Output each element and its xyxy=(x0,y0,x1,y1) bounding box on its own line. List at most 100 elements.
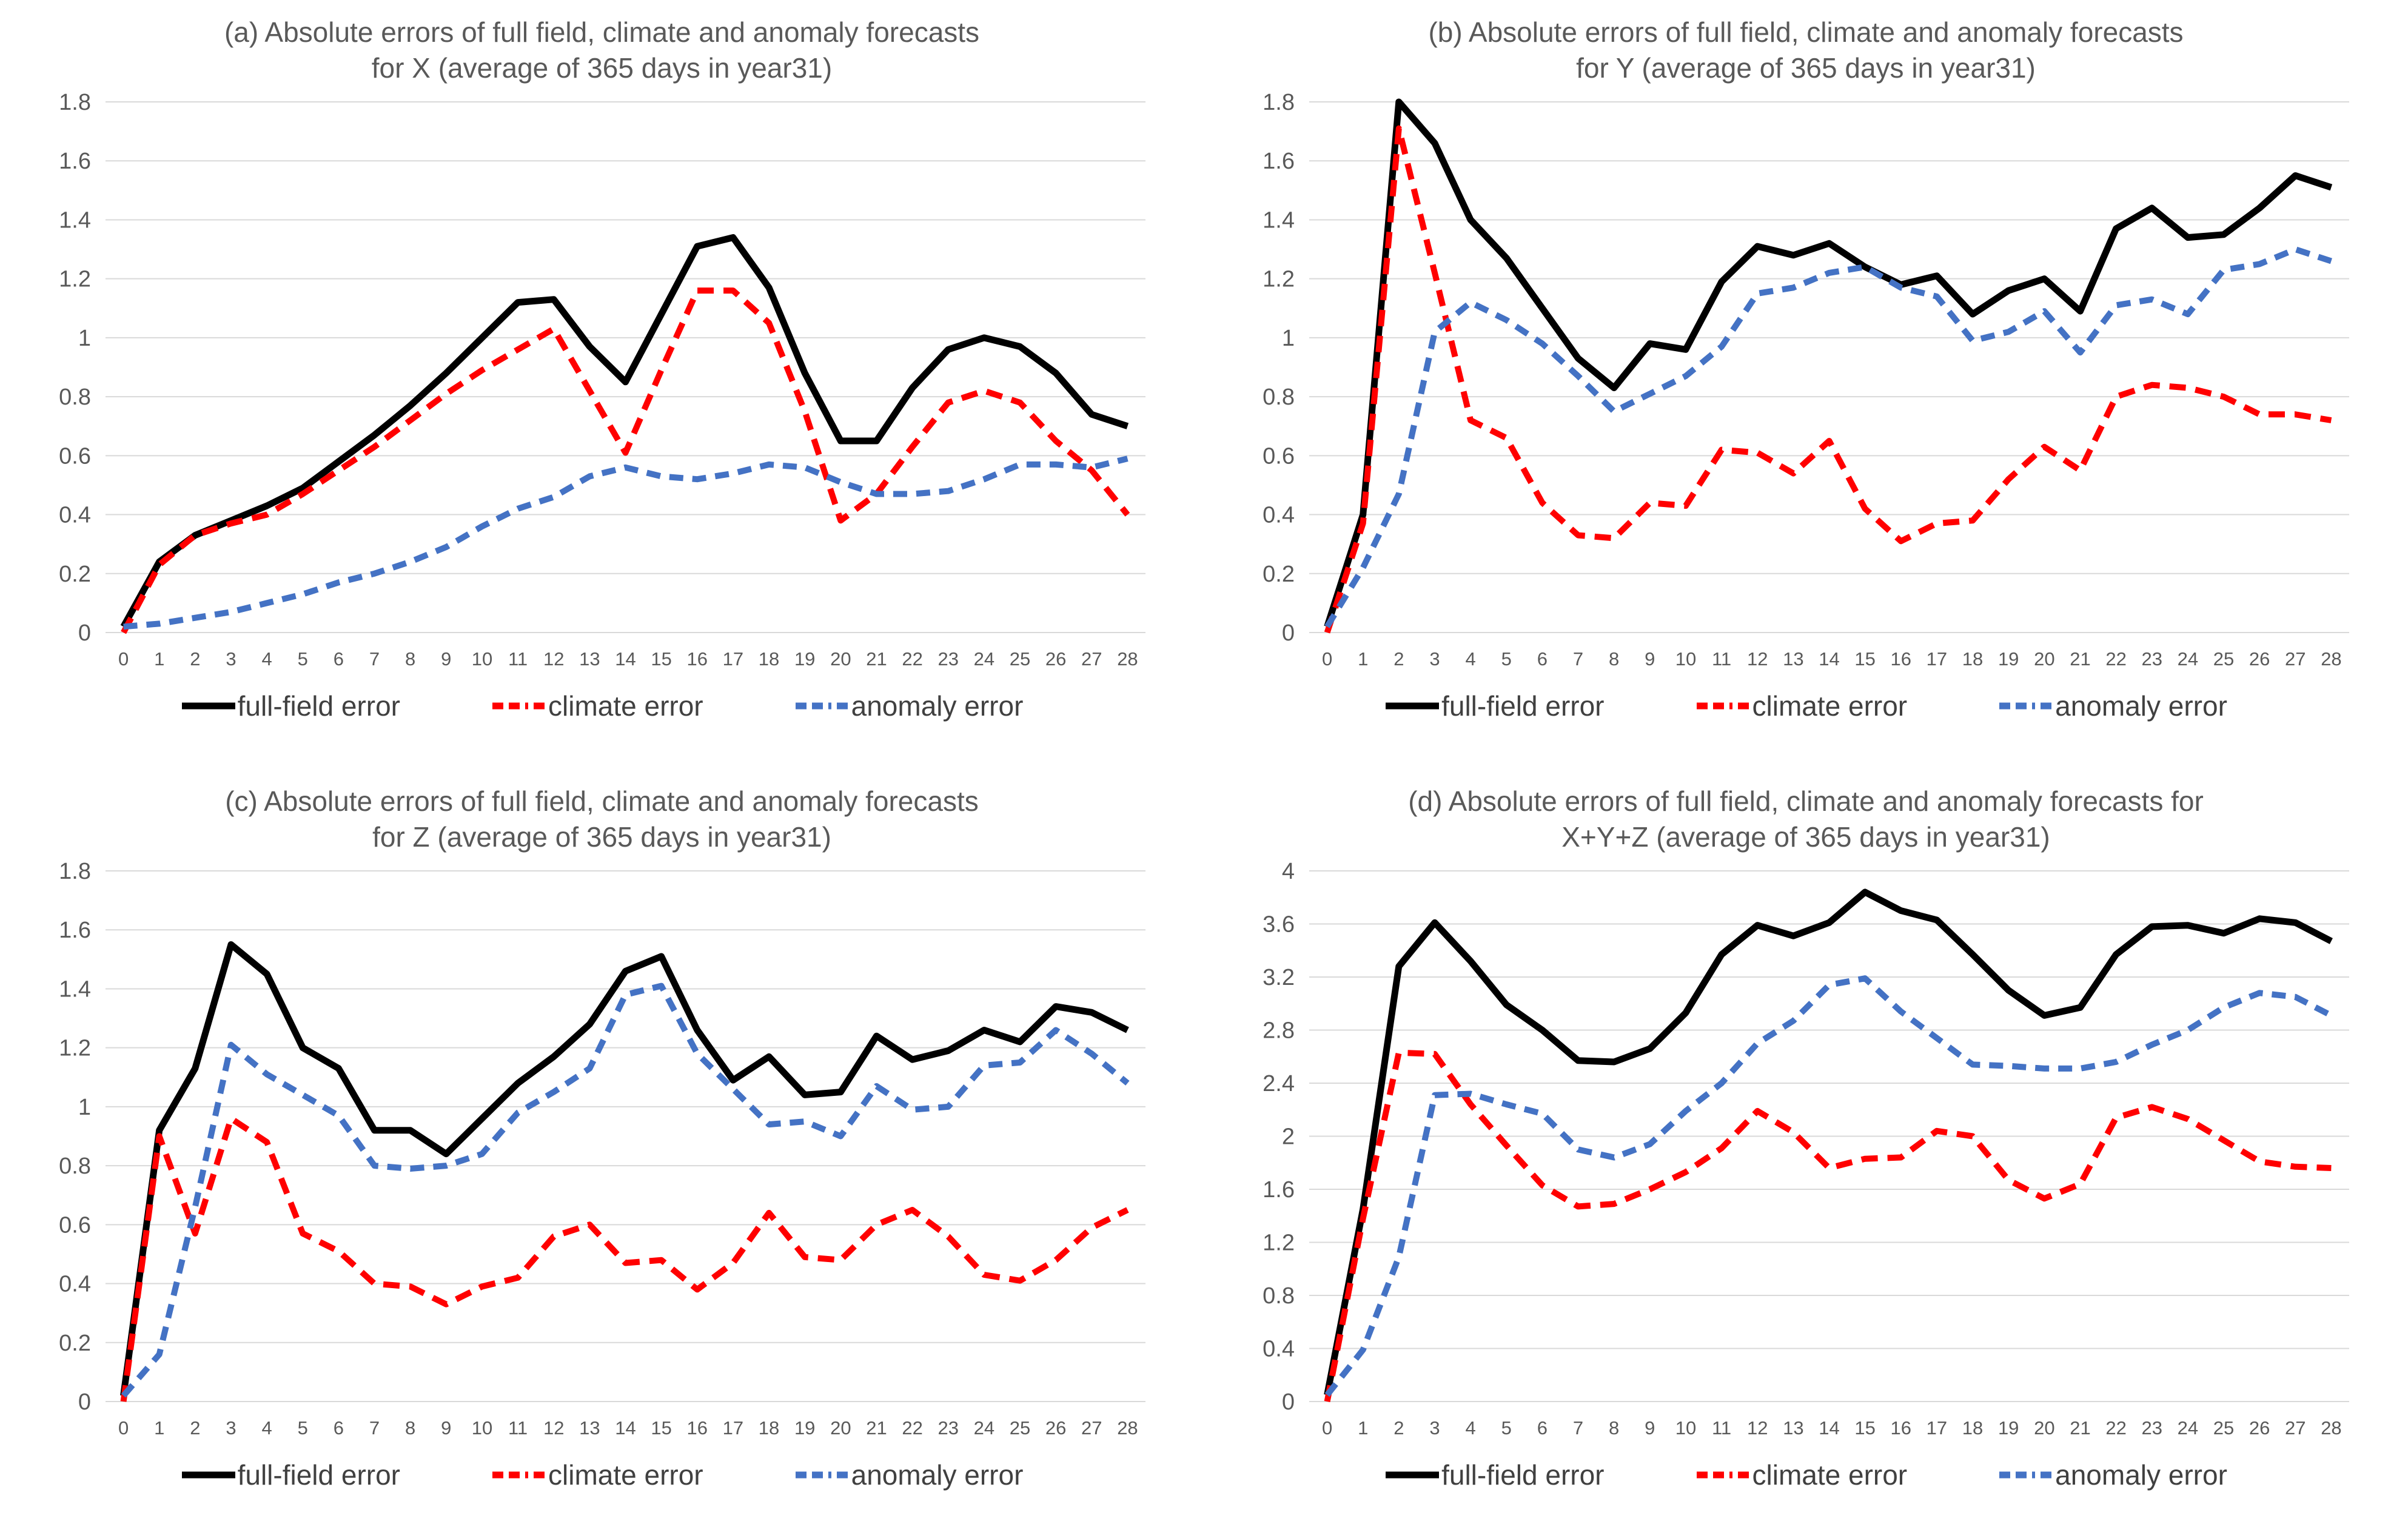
y-tick-label: 1.4 xyxy=(1263,207,1295,233)
y-tick-label: 4 xyxy=(1282,860,1295,884)
series-climate-line-d xyxy=(1324,1049,2332,1402)
chart-title-d-line1: (d) Absolute errors of full field, clima… xyxy=(1408,785,2204,817)
x-tick-label: 18 xyxy=(1962,648,1983,670)
x-tick-label: 8 xyxy=(405,1417,415,1439)
panel-b: (b) Absolute errors of full field, clima… xyxy=(1204,0,2408,769)
legend-item-anomaly: anomaly error xyxy=(1998,690,2227,722)
y-tick-label: 0.8 xyxy=(59,1154,91,1179)
series-climate-line-a xyxy=(121,287,1130,634)
x-tick-label: 23 xyxy=(937,648,958,670)
chart-area-d: 0 0.4 0.8 1.2 1.6 2 2.4 2.8 3.2 3.6 4 0 1 2 3 4 5 6 7 8 9 10 1… xyxy=(1224,860,2408,1457)
y-tick-label: 1.8 xyxy=(1263,91,1295,115)
x-tick-label: 0 xyxy=(118,648,129,670)
x-tick-label: 5 xyxy=(1501,648,1512,670)
y-tick-label: 1.8 xyxy=(59,91,91,115)
legend-item-climate: climate error xyxy=(1695,1459,1908,1491)
series-full_field-line-d xyxy=(1324,888,2333,1396)
y-tick-label: 0.2 xyxy=(1263,562,1295,587)
x-tick-label: 2 xyxy=(1393,1417,1404,1439)
x-tick-label: 25 xyxy=(2213,648,2234,670)
x-tick-label: 19 xyxy=(794,1417,815,1439)
x-tick-label: 11 xyxy=(508,1417,528,1439)
legend-item-anomaly: anomaly error xyxy=(794,1459,1023,1491)
y-tick-label: 1.4 xyxy=(59,976,91,1002)
x-tick-label: 21 xyxy=(2070,1417,2090,1439)
panel-c: (c) Absolute errors of full field, clima… xyxy=(0,769,1204,1538)
x-tick-label: 26 xyxy=(1045,648,1066,670)
legend-item-anomaly: anomaly error xyxy=(1998,1459,2227,1491)
y-tick-label: 3.2 xyxy=(1263,965,1295,990)
x-tick-label: 5 xyxy=(298,648,308,670)
x-tick-label: 26 xyxy=(1045,1417,1066,1439)
y-tick-label: 0.6 xyxy=(59,443,91,469)
y-tick-label: 0.4 xyxy=(59,503,91,528)
legend-label-full_field: full-field error xyxy=(237,1459,401,1491)
series-anomaly-line-a xyxy=(123,455,1129,630)
x-tick-label: 15 xyxy=(651,648,671,670)
chart-title-a-line2: for X (average of 365 days in year31) xyxy=(371,52,833,84)
chart-title-d-line2: X+Y+Z (average of 365 days in year31) xyxy=(1561,821,2050,853)
x-tick-label: 1 xyxy=(1358,648,1368,670)
y-tick-label: 0.4 xyxy=(1263,1337,1295,1362)
x-tick-label: 8 xyxy=(1609,1417,1619,1439)
x-tick-label: 18 xyxy=(759,1417,779,1439)
legend-label-anomaly: anomaly error xyxy=(851,690,1024,722)
x-tick-label: 18 xyxy=(1962,1417,1983,1439)
x-tick-label: 22 xyxy=(2105,1417,2126,1439)
x-tick-label: 27 xyxy=(1081,648,1102,670)
x-tick-label: 17 xyxy=(723,648,743,670)
x-tick-label: 9 xyxy=(1645,648,1655,670)
y-tick-label: 2.8 xyxy=(1263,1018,1295,1044)
chart-area-c: 0 0.2 0.4 0.6 0.8 1 1.2 1.4 1.6 1.8 0 1 2 3 4 5 6 7 8 9 10 11… xyxy=(21,860,1204,1457)
x-tick-label: 13 xyxy=(1783,1417,1803,1439)
x-tick-label: 14 xyxy=(1819,648,1839,670)
y-tick-label: 0 xyxy=(1282,620,1295,646)
legend-label-anomaly: anomaly error xyxy=(2055,1459,2227,1491)
x-tick-label: 25 xyxy=(1010,648,1030,670)
climate-line-swatch-icon xyxy=(492,702,546,710)
x-tick-label: 6 xyxy=(334,648,344,670)
x-tick-label: 23 xyxy=(937,1417,958,1439)
chart-c: 00.20.40.60.811.21.41.61.80 1 2 3 4 5 6 7 8 9 10 11… xyxy=(59,860,1145,1439)
x-tick-label: 24 xyxy=(2178,1417,2198,1439)
x-tick-label: 14 xyxy=(615,648,636,670)
y-tick-label: 2 xyxy=(1282,1124,1295,1150)
legend-a: full-field error climate error anomaly err… xyxy=(0,690,1204,722)
y-tick-label: 1.2 xyxy=(1263,267,1295,292)
legend-item-climate: climate error xyxy=(491,690,703,722)
x-tick-label: 20 xyxy=(830,1417,851,1439)
x-tick-label: 22 xyxy=(902,1417,922,1439)
chart-title-a-line1: (a) Absolute errors of full field, clima… xyxy=(224,16,980,48)
legend-label-climate: climate error xyxy=(548,690,703,722)
x-tick-label: 25 xyxy=(1010,1417,1030,1439)
x-tick-label: 17 xyxy=(1927,648,1947,670)
y-tick-label: 0.8 xyxy=(1263,384,1295,410)
full-field-line-swatch-icon xyxy=(1386,702,1440,710)
series-full_field-line-b xyxy=(1324,98,2333,628)
y-tick-label: 0 xyxy=(78,620,91,646)
series-full_field-line-c xyxy=(120,941,1129,1397)
legend-label-climate: climate error xyxy=(1752,1459,1908,1491)
x-tick-label: 24 xyxy=(2178,648,2198,670)
legend-item-full_field: full-field error xyxy=(181,1459,400,1491)
y-tick-label: 1.2 xyxy=(59,267,91,292)
x-tick-label: 6 xyxy=(1537,1417,1548,1439)
x-tick-label: 26 xyxy=(2249,648,2270,670)
x-tick-label: 28 xyxy=(1117,648,1138,670)
x-tick-label: 4 xyxy=(261,1417,272,1439)
x-tick-label: 20 xyxy=(830,648,851,670)
series-anomaly-line-c xyxy=(121,982,1130,1398)
chart-title-c: (c) Absolute errors of full field, clima… xyxy=(36,784,1167,856)
x-tick-label: 7 xyxy=(1573,1417,1583,1439)
x-tick-label: 2 xyxy=(190,648,200,670)
x-tick-label: 21 xyxy=(866,648,887,670)
y-tick-label: 1.6 xyxy=(59,918,91,943)
anomaly-line-swatch-icon xyxy=(1999,702,2053,710)
x-tick-label: 11 xyxy=(1712,1417,1731,1439)
y-tick-label: 0.6 xyxy=(59,1212,91,1238)
y-tick-label: 0.8 xyxy=(59,384,91,410)
y-tick-label: 1.2 xyxy=(59,1036,91,1061)
chart-title-b: (b) Absolute errors of full field, clima… xyxy=(1240,15,2372,87)
y-tick-label: 2.4 xyxy=(1263,1071,1295,1096)
